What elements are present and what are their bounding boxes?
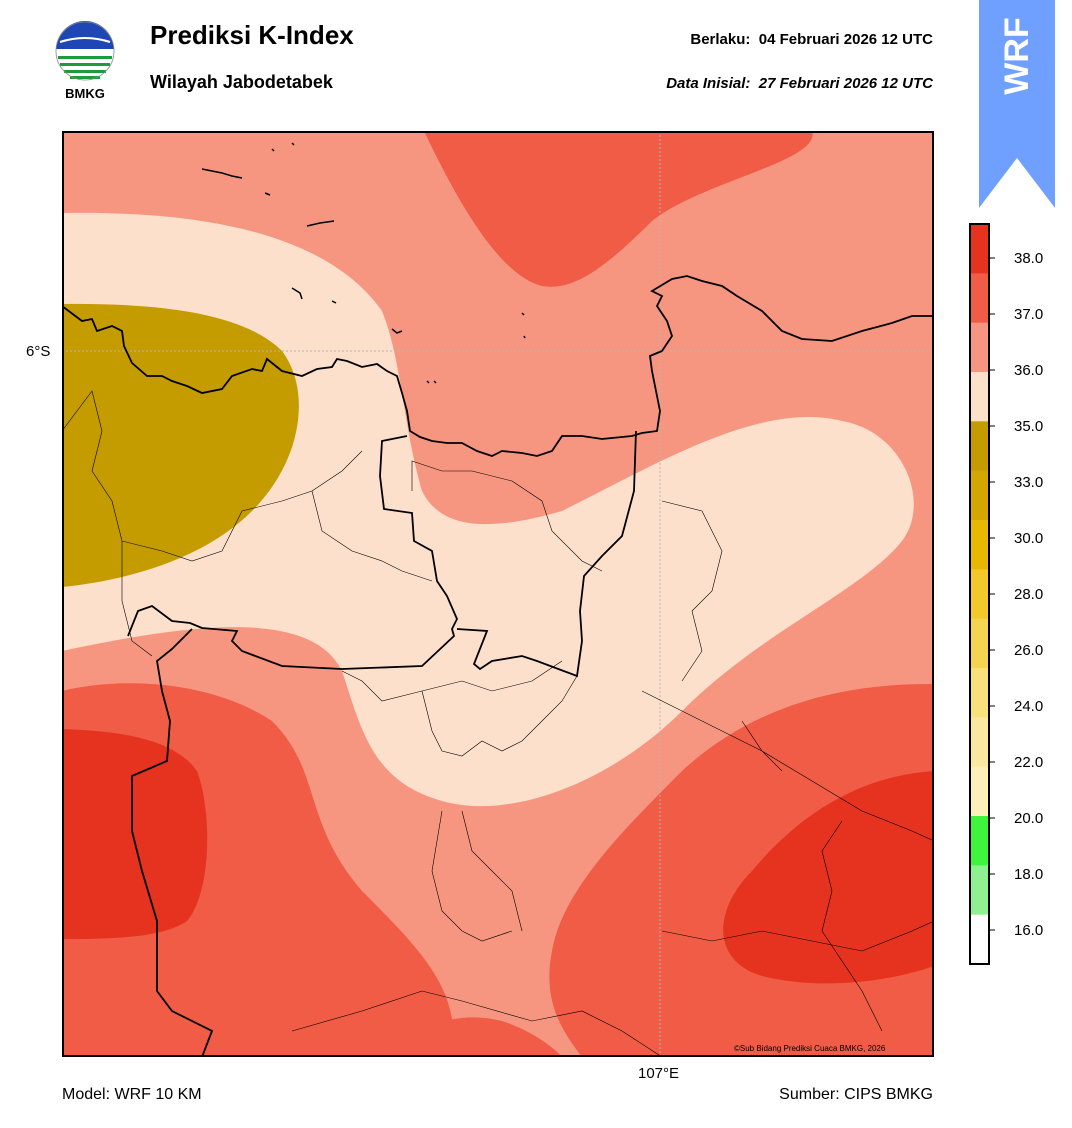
district-boundaries xyxy=(61,390,935,1058)
colorbar-swatch xyxy=(970,717,989,768)
colorbar-tick-label: 24.0 xyxy=(1014,698,1043,715)
province-boundary-south xyxy=(131,628,214,1058)
colorbar-swatch xyxy=(970,372,989,422)
colorbar-tick-label: 30.0 xyxy=(1014,530,1043,547)
colorbar-swatch xyxy=(970,470,989,521)
kindex-zone-37-38-north xyxy=(424,131,813,287)
colorbar-swatch xyxy=(970,914,989,965)
kindex-zone-37-38-south xyxy=(382,1017,562,1057)
bmkg-logo-icon: BMKG xyxy=(55,21,115,101)
colorbar-swatch xyxy=(970,224,989,274)
colorbar-swatch xyxy=(970,322,989,373)
colorbar-swatch xyxy=(970,273,989,324)
model-label: Model: WRF 10 KM xyxy=(62,1086,202,1103)
colorbar-swatch xyxy=(970,618,989,669)
copyright-text: ©Sub Bidang Prediksi Cuaca BMKG, 2026 xyxy=(734,1044,886,1053)
colorbar-swatch xyxy=(970,865,989,916)
valid-date-value: 04 Februari 2026 12 UTC xyxy=(758,31,933,48)
init-date: Data Inisial: 27 Februari 2026 12 UTC xyxy=(666,75,933,92)
latitude-label: 6°S xyxy=(26,343,51,360)
wrf-badge-text: WRF xyxy=(998,17,1036,94)
valid-date: Berlaku: 04 Februari 2026 12 UTC xyxy=(690,31,933,48)
longitude-label: 107°E xyxy=(638,1065,680,1082)
page-subtitle: Wilayah Jabodetabek xyxy=(150,72,333,92)
colorbar-tick-label: 36.0 xyxy=(1014,362,1043,379)
init-date-label: Data Inisial: xyxy=(666,75,751,92)
thousand-islands xyxy=(201,142,526,384)
colorbar-swatch xyxy=(970,816,989,866)
init-date-value: 27 Februari 2026 12 UTC xyxy=(758,75,933,92)
colorbar-tick-label: 18.0 xyxy=(1014,866,1043,883)
source-label: Sumber: CIPS BMKG xyxy=(779,1086,933,1103)
colorbar-tick-label: 26.0 xyxy=(1014,642,1043,659)
colorbar-tick-label: 37.0 xyxy=(1014,306,1043,323)
page-title: Prediksi K-Index xyxy=(150,20,354,50)
colorbar-swatch xyxy=(970,766,989,817)
colorbar-swatch xyxy=(970,668,989,718)
valid-date-label: Berlaku: xyxy=(690,31,751,48)
k-index-map xyxy=(61,131,935,1058)
colorbar-tick-label: 20.0 xyxy=(1014,810,1043,827)
colorbar-tick-label: 28.0 xyxy=(1014,586,1043,603)
wrf-badge: WRF xyxy=(979,0,1055,208)
colorbar-swatch xyxy=(970,520,989,570)
bmkg-logo: BMKG xyxy=(50,20,120,102)
colorbar-swatch xyxy=(970,421,989,472)
province-boundary xyxy=(127,435,458,670)
svg-text:BMKG: BMKG xyxy=(65,86,105,101)
colorbar-tick-label: 33.0 xyxy=(1014,474,1043,491)
colorbar: 38.0 37.0 36.0 35.0 33.0 30.0 28.0 26.0 24.0 22.0… xyxy=(968,222,1068,968)
wrf-badge-shape xyxy=(979,0,1055,208)
colorbar-tick-label: 16.0 xyxy=(1014,922,1043,939)
colorbar-tick-label: 35.0 xyxy=(1014,418,1043,435)
coastline xyxy=(61,275,934,457)
map-frame xyxy=(62,131,934,1057)
colorbar-tick-label: 22.0 xyxy=(1014,754,1043,771)
colorbar-swatch xyxy=(970,569,989,620)
kindex-zone-38-west xyxy=(62,729,208,939)
colorbar-tick-label: 38.0 xyxy=(1014,250,1043,267)
